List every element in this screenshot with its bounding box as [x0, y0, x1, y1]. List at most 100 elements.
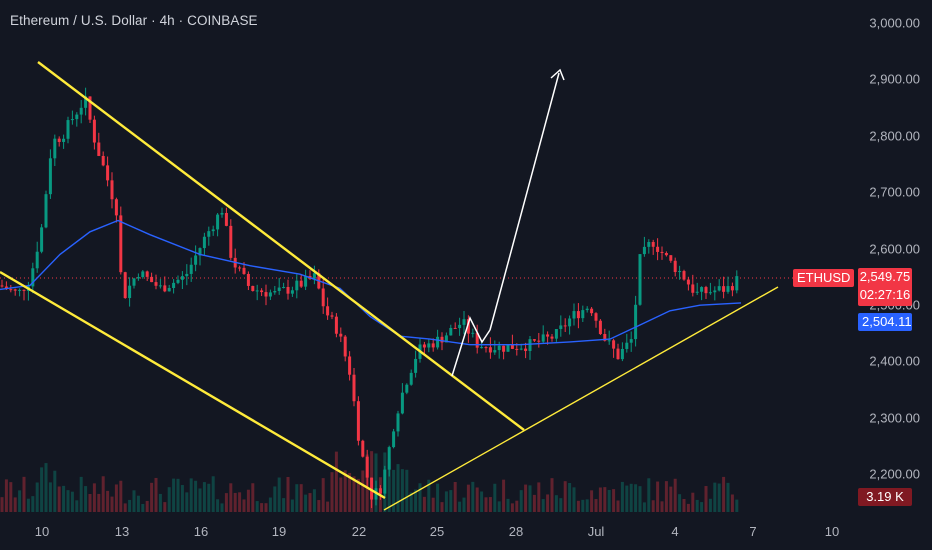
candle-body [4, 286, 8, 290]
candle-body [167, 288, 171, 292]
volume-bar [431, 497, 435, 512]
rising-support-trendline[interactable] [383, 286, 779, 511]
candle-body [642, 246, 646, 255]
volume-bar [13, 497, 17, 512]
zigzag-pattern-drawing[interactable] [451, 315, 491, 377]
candle-body [458, 324, 462, 329]
candle-body [84, 96, 88, 108]
candle-body [598, 320, 602, 335]
volume-bar [255, 501, 259, 512]
volume-bar [273, 486, 277, 512]
candle-body [568, 318, 572, 327]
volume-bar [106, 490, 110, 512]
volume-bar [656, 481, 660, 512]
candle-body [400, 392, 404, 414]
candle-body [361, 440, 365, 457]
volume-bar [726, 482, 730, 512]
candle-body [647, 242, 651, 247]
candle-body [484, 347, 488, 349]
volume-bar [396, 464, 400, 512]
channel-lower-trendline[interactable] [0, 270, 386, 500]
volume-bar [141, 503, 145, 512]
time-tick: 7 [749, 524, 757, 539]
volume-bar [550, 478, 554, 512]
price-axis[interactable]: 3,000.00 2,900.00 2,800.00 2,700.00 2,60… [855, 0, 932, 512]
volume-bar [211, 476, 215, 512]
candle-body [273, 290, 277, 293]
candle-body [158, 285, 162, 287]
candle-body [427, 343, 431, 348]
volume-bar [673, 478, 677, 512]
candle-body [62, 138, 66, 142]
volume-bar [462, 497, 466, 512]
volume-bar [669, 486, 673, 512]
candle-body [506, 344, 510, 352]
candle-body [44, 194, 48, 228]
candle-body [673, 260, 677, 273]
candle-body [660, 251, 664, 253]
candle-body [48, 158, 52, 195]
volume-bar [119, 480, 123, 512]
candle-body [559, 325, 563, 330]
volume-bar [524, 484, 528, 512]
candle-body [682, 271, 686, 280]
candle-body [92, 119, 96, 143]
candle-body [396, 413, 400, 432]
projection-arrow[interactable] [489, 72, 560, 331]
candle-body [440, 336, 444, 343]
candle-body [101, 155, 105, 166]
candle-body [546, 334, 550, 337]
candle-body [704, 287, 708, 294]
volume-bar [304, 494, 308, 512]
last-price-value: 2,549.75 [859, 269, 911, 284]
volume-bars [0, 451, 739, 512]
volume-bar [506, 498, 510, 512]
volume-bar [84, 486, 88, 512]
candle-body [431, 343, 435, 348]
volume-bar [339, 477, 343, 512]
volume-bar [484, 497, 488, 512]
candle-body [18, 289, 22, 291]
volume-bar [114, 484, 118, 512]
candle-body [625, 342, 629, 349]
volume-bar [233, 492, 237, 512]
volume-bar [326, 501, 330, 512]
candle-body [88, 96, 92, 120]
candle-body [79, 107, 83, 115]
candle-body [312, 273, 316, 279]
volume-bar [277, 477, 281, 512]
volume-bar [101, 476, 105, 512]
candle-body [537, 340, 541, 342]
price-tick: 2,200.00 [869, 466, 920, 482]
volume-bar [576, 500, 580, 512]
volume-bar [4, 479, 8, 512]
volume-bar [642, 502, 646, 512]
volume-bar [172, 478, 176, 512]
volume-bar [48, 482, 52, 512]
volume-bar [664, 481, 668, 512]
volume-value-badge: 3.19 K [858, 488, 912, 506]
candle-body [295, 280, 299, 291]
volume-bar [290, 499, 294, 512]
channel-upper-trendline[interactable] [37, 61, 525, 431]
candle-body [290, 290, 294, 294]
volume-bar [185, 492, 189, 512]
volume-bar [730, 494, 734, 512]
candle-body [22, 289, 26, 291]
candle-body [449, 327, 453, 336]
candle-body [581, 310, 585, 319]
time-axis[interactable]: 10 13 16 19 22 25 28 Jul 4 7 10 [0, 512, 855, 550]
volume-bar [88, 493, 92, 512]
chart-legend-title[interactable]: Ethereum / U.S. Dollar · 4h · COINBASE [10, 13, 258, 28]
volume-bar [418, 483, 422, 512]
candle-body [238, 267, 242, 269]
candle-body [453, 327, 457, 329]
volume-bar [519, 490, 523, 512]
volume-bar [458, 501, 462, 512]
volume-bar [53, 470, 57, 512]
time-tick: 4 [671, 524, 679, 539]
candle-body [638, 254, 642, 305]
volume-bar [414, 489, 418, 512]
candle-body [132, 278, 136, 286]
chart-plot-area[interactable] [0, 0, 855, 512]
